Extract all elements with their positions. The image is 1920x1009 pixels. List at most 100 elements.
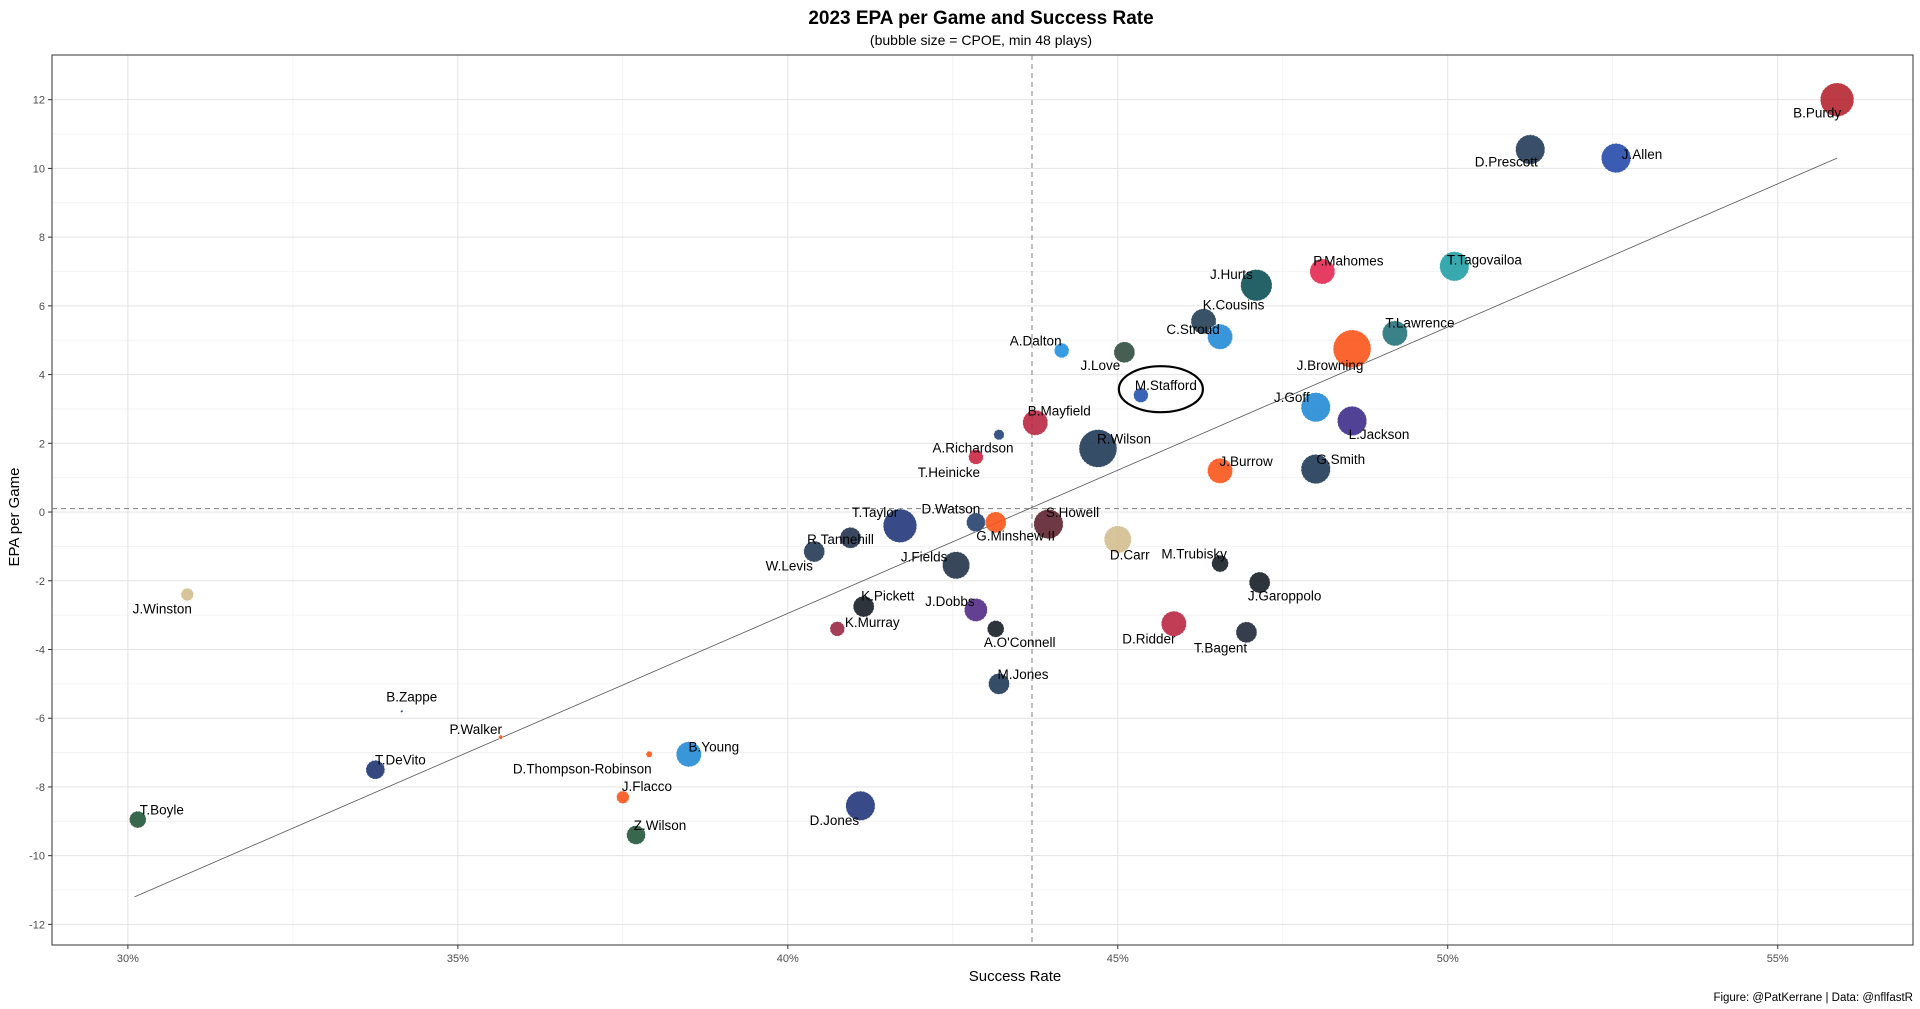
y-tick-label: -2	[35, 576, 45, 588]
point-label: K.Murray	[845, 615, 900, 630]
data-point	[1113, 341, 1136, 364]
y-tick-label: -12	[29, 919, 45, 931]
x-tick-label: 50%	[1437, 953, 1459, 965]
x-tick-label: 40%	[777, 953, 799, 965]
point-label: D.Prescott	[1475, 154, 1538, 169]
data-point	[645, 750, 653, 758]
point-label: D.Jones	[810, 813, 860, 828]
point-label: M.Stafford	[1135, 378, 1197, 393]
point-label: L.Jackson	[1349, 427, 1410, 442]
point-label: T.Taylor	[852, 505, 899, 520]
data-point	[365, 759, 386, 780]
x-tick-label: 35%	[447, 953, 469, 965]
trend-line	[134, 157, 1838, 898]
data-point	[616, 790, 630, 804]
point-label: J.Fields	[901, 549, 948, 564]
point-label: A.Richardson	[932, 441, 1013, 456]
point-label: B.Purdy	[1793, 106, 1841, 121]
data-point	[1078, 429, 1118, 468]
point-label: T.Bagent	[1194, 640, 1248, 655]
point-label: R.Wilson	[1097, 431, 1151, 446]
point-label: M.Jones	[997, 667, 1048, 682]
y-tick-label: 4	[39, 370, 45, 382]
point-label: D.Carr	[1110, 548, 1150, 563]
data-point	[1332, 329, 1372, 369]
data-point	[1022, 409, 1049, 436]
point-label: D.Thompson-Robinson	[513, 761, 652, 776]
data-point	[964, 598, 988, 622]
point-label: Z.Wilson	[634, 818, 687, 833]
data-point	[882, 508, 918, 543]
chart-title: 2023 EPA per Game and Success Rate	[808, 8, 1153, 29]
chart-subtitle: (bubble size = CPOE, min 48 plays)	[870, 32, 1092, 48]
point-label: T.Heinicke	[918, 465, 980, 480]
data-point	[1190, 308, 1217, 335]
y-tick-label: 6	[39, 301, 45, 313]
y-tick-label: 8	[39, 232, 45, 244]
point-label: W.Levis	[766, 559, 814, 574]
data-point	[839, 526, 862, 549]
point-label: D.Watson	[922, 501, 981, 516]
data-point	[498, 734, 504, 740]
point-label: A.Dalton	[1010, 334, 1062, 349]
data-point	[1235, 621, 1258, 644]
point-label: T.Tagovailoa	[1447, 252, 1523, 267]
data-point	[1515, 134, 1546, 165]
plot-panel	[52, 55, 1913, 945]
point-label: M.Trubisky	[1161, 547, 1227, 562]
y-tick-label: 2	[39, 438, 45, 450]
data-point	[968, 449, 984, 465]
data-point	[1300, 454, 1331, 485]
point-label: K.Cousins	[1203, 297, 1265, 312]
y-axis-title: EPA per Game	[6, 468, 23, 567]
data-point	[852, 595, 875, 618]
x-axis-title: Success Rate	[969, 968, 1062, 985]
data-point	[129, 810, 147, 829]
data-point	[1211, 554, 1229, 573]
point-label: J.Flacco	[622, 779, 672, 794]
y-tick-label: 10	[33, 163, 45, 175]
point-label: J.Winston	[133, 601, 192, 616]
x-tick-label: 45%	[1107, 953, 1129, 965]
point-label: R.Tannehill	[807, 532, 874, 547]
data-point	[400, 709, 404, 713]
x-tick-label: 30%	[117, 953, 139, 965]
highlight-ellipse	[1117, 365, 1204, 414]
point-label: J.Goff	[1274, 390, 1310, 405]
point-label: J.Garoppolo	[1248, 588, 1322, 603]
x-tick-label: 55%	[1767, 953, 1789, 965]
data-point	[1300, 392, 1331, 423]
y-tick-label: -4	[35, 644, 45, 656]
point-label: T.DeVito	[375, 753, 426, 768]
data-point	[1309, 258, 1336, 285]
point-label: B.Zappe	[386, 689, 437, 704]
data-point	[1103, 525, 1132, 554]
data-point	[829, 621, 845, 637]
chart-caption: Figure: @PatKerrane | Data: @nflfastR	[1713, 992, 1913, 1004]
point-label: P.Walker	[449, 722, 502, 737]
data-point	[1248, 571, 1271, 594]
data-point	[1382, 320, 1408, 347]
data-point	[1207, 323, 1233, 350]
data-point	[803, 540, 826, 563]
point-label: S.Howell	[1046, 505, 1099, 520]
y-tick-label: 0	[39, 507, 45, 519]
y-tick-label: -6	[35, 713, 45, 725]
point-label: J.Dobbs	[925, 594, 975, 609]
data-point	[984, 511, 1007, 534]
point-label: J.Browning	[1297, 358, 1364, 373]
point-label: J.Love	[1080, 358, 1120, 373]
y-tick-label: 12	[33, 95, 45, 107]
point-label: C.Stroud	[1166, 322, 1219, 337]
data-point	[1439, 251, 1470, 282]
data-point	[1033, 509, 1064, 540]
data-point	[1207, 457, 1233, 484]
plot-border	[51, 54, 1914, 946]
point-label: T.Lawrence	[1385, 315, 1454, 330]
y-tick-label: -10	[29, 851, 45, 863]
point-label: T.Boyle	[140, 803, 184, 818]
data-point	[845, 790, 876, 821]
point-label: P.Mahomes	[1313, 253, 1384, 268]
